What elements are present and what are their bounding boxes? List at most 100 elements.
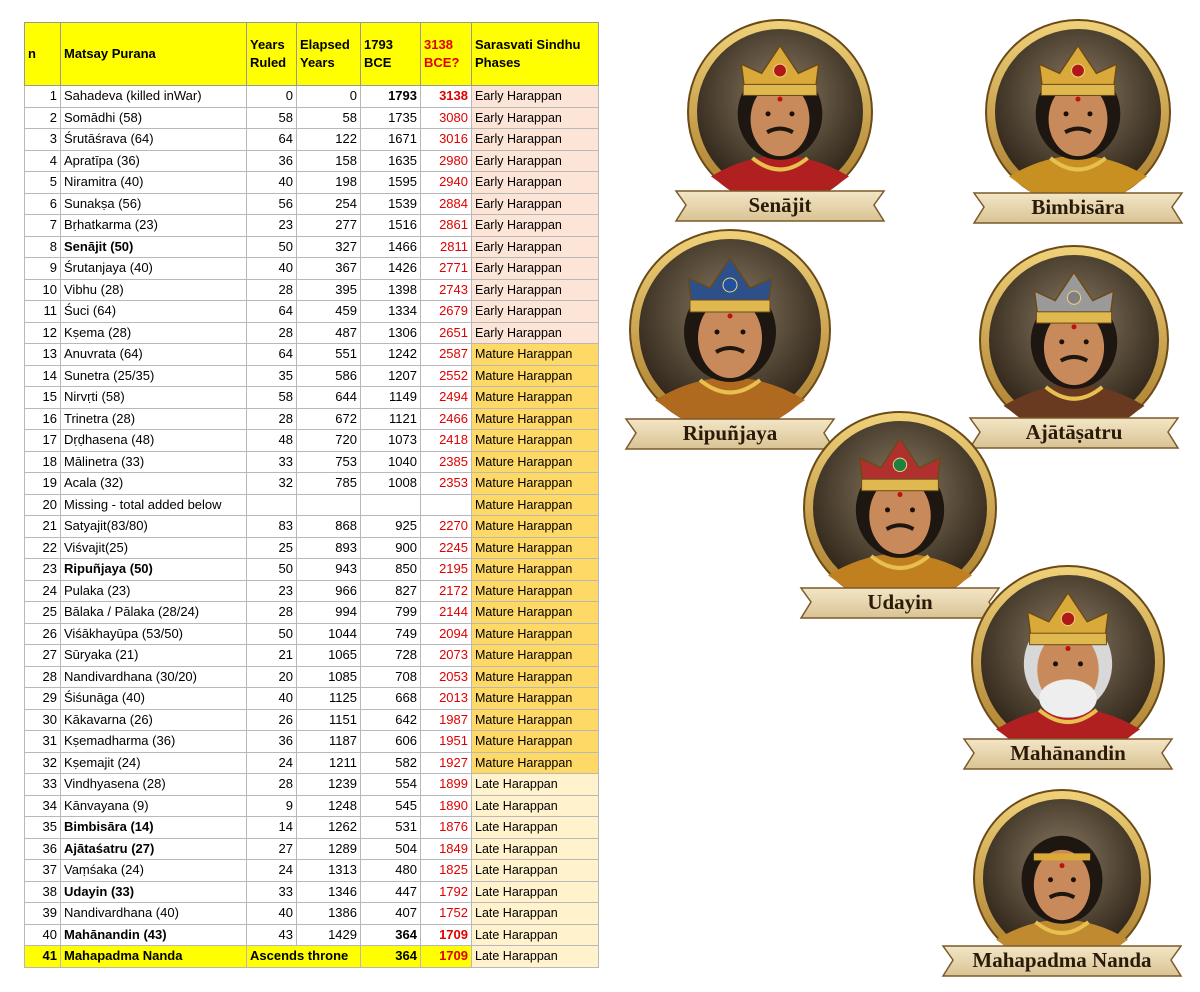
elapsed-years: 1239	[296, 773, 361, 796]
ribbon	[674, 190, 886, 222]
note-cell: Ascends throne	[246, 945, 361, 968]
king-name: Acala (32)	[60, 472, 247, 495]
bce-1793: 582	[360, 751, 421, 774]
phase: Late Harappan	[471, 794, 599, 817]
portrait-label: Senājit	[749, 193, 812, 217]
robe	[655, 377, 805, 424]
row-number: 26	[24, 622, 61, 645]
row-number: 30	[24, 708, 61, 731]
bce-1793	[360, 493, 421, 516]
beard	[1039, 679, 1097, 718]
bce-1793: 447	[360, 880, 421, 903]
table-row: 1 Sahadeva (killed inWar) 0 0 1793 3138 Early …	[24, 85, 599, 108]
king-name: Śrutāśrava (64)	[60, 128, 247, 151]
row-number: 3	[24, 128, 61, 151]
king-name: Sunetra (25/35)	[60, 364, 247, 387]
king-name: Senājit (50)	[60, 235, 247, 258]
row-number: 33	[24, 773, 61, 796]
table-row: 27 Sūryaka (21) 21 1065 728 2073 Mature Harapp…	[24, 644, 599, 667]
portrait-label: Udayin	[867, 590, 933, 614]
row-number: 25	[24, 601, 61, 624]
elapsed-years: 58	[296, 106, 361, 129]
row-number: 4	[24, 149, 61, 172]
bce-3138: 2094	[420, 622, 472, 645]
years-ruled: 28	[246, 773, 297, 796]
years-ruled: 43	[246, 923, 297, 946]
eye	[1063, 111, 1069, 117]
elapsed-years: 122	[296, 128, 361, 151]
bce-3138: 2195	[420, 558, 472, 581]
elapsed-years: 1386	[296, 902, 361, 925]
king-name: Vibhu (28)	[60, 278, 247, 301]
eye	[1048, 877, 1054, 883]
years-ruled: 56	[246, 192, 297, 215]
robe	[711, 155, 849, 199]
bce-1793: 642	[360, 708, 421, 731]
table-row: 19 Acala (32) 32 785 1008 2353 Mature Harappan	[24, 472, 599, 495]
bce-1793: 1040	[360, 450, 421, 473]
king-name: Kṣema (28)	[60, 321, 247, 344]
years-ruled: 26	[246, 708, 297, 731]
king-name: Sūryaka (21)	[60, 644, 247, 667]
crown-band	[742, 83, 818, 96]
bce-1793: 668	[360, 687, 421, 710]
bce-1793: 364	[360, 945, 421, 968]
elapsed-years: 893	[296, 536, 361, 559]
row-number: 16	[24, 407, 61, 430]
table-row: 10 Vibhu (28) 28 395 1398 2743 Early Harappan	[24, 278, 599, 301]
elapsed-years: 644	[296, 386, 361, 409]
king-name: Sahadeva (killed inWar)	[60, 85, 247, 108]
table-row: 30 Kākavarna (26) 26 1151 642 1987 Mature Hara…	[24, 708, 599, 731]
elapsed-years: 966	[296, 579, 361, 602]
row-number: 9	[24, 257, 61, 280]
row-number: 39	[24, 902, 61, 925]
bce-3138: 1987	[420, 708, 472, 731]
bce-1793: 799	[360, 601, 421, 624]
header-cell: Elapsed Years	[296, 22, 361, 86]
ribbon	[968, 417, 1180, 449]
table-row: 6 Sunakṣa (56) 56 254 1539 2884 Early Harappan	[24, 192, 599, 215]
row-number: 24	[24, 579, 61, 602]
years-ruled: 32	[246, 472, 297, 495]
phase: Late Harappan	[471, 923, 599, 946]
king-name: Ajātaśatru (27)	[60, 837, 247, 860]
table-row: 38 Udayin (33) 33 1346 447 1792 Late Harappan	[24, 880, 599, 903]
ribbon	[962, 738, 1174, 770]
years-ruled: 27	[246, 837, 297, 860]
phase: Late Harappan	[471, 902, 599, 925]
table-row: 16 Trinetra (28) 28 672 1121 2466 Mature Harap…	[24, 407, 599, 430]
elapsed-years: 994	[296, 601, 361, 624]
elapsed-years: 327	[296, 235, 361, 258]
table-row: 7 Bṛhatkarma (23) 23 277 1516 2861 Early Harap…	[24, 214, 599, 237]
phase: Mature Harappan	[471, 751, 599, 774]
elapsed-years: 551	[296, 343, 361, 366]
bce-3138: 1899	[420, 773, 472, 796]
row-number: 1	[24, 85, 61, 108]
phase: Mature Harappan	[471, 429, 599, 452]
years-ruled: 14	[246, 816, 297, 839]
years-ruled: 28	[246, 321, 297, 344]
bce-3138: 3080	[420, 106, 472, 129]
crown-band	[1029, 632, 1107, 646]
phase: Early Harappan	[471, 106, 599, 129]
elapsed-years: 1065	[296, 644, 361, 667]
elapsed-years: 198	[296, 171, 361, 194]
table-row: 9 Śrutanjaya (40) 40 367 1426 2771 Early Harap…	[24, 257, 599, 280]
phase: Early Harappan	[471, 85, 599, 108]
elapsed-years: 158	[296, 149, 361, 172]
king-name: Nirvṛti (58)	[60, 386, 247, 409]
row-number: 18	[24, 450, 61, 473]
phase: Mature Harappan	[471, 450, 599, 473]
portrait: Mahānandin	[962, 565, 1174, 770]
row-number: 12	[24, 321, 61, 344]
king-name: Śuci (64)	[60, 300, 247, 323]
elapsed-years: 1211	[296, 751, 361, 774]
bce-3138: 1709	[420, 945, 472, 968]
elapsed-years: 459	[296, 300, 361, 323]
elapsed-years: 0	[296, 85, 361, 108]
header-cell: Sarasvati Sindhu Phases	[471, 22, 599, 86]
bce-1793: 407	[360, 902, 421, 925]
years-ruled: 9	[246, 794, 297, 817]
portrait: Senājit	[674, 19, 886, 222]
phase: Mature Harappan	[471, 622, 599, 645]
